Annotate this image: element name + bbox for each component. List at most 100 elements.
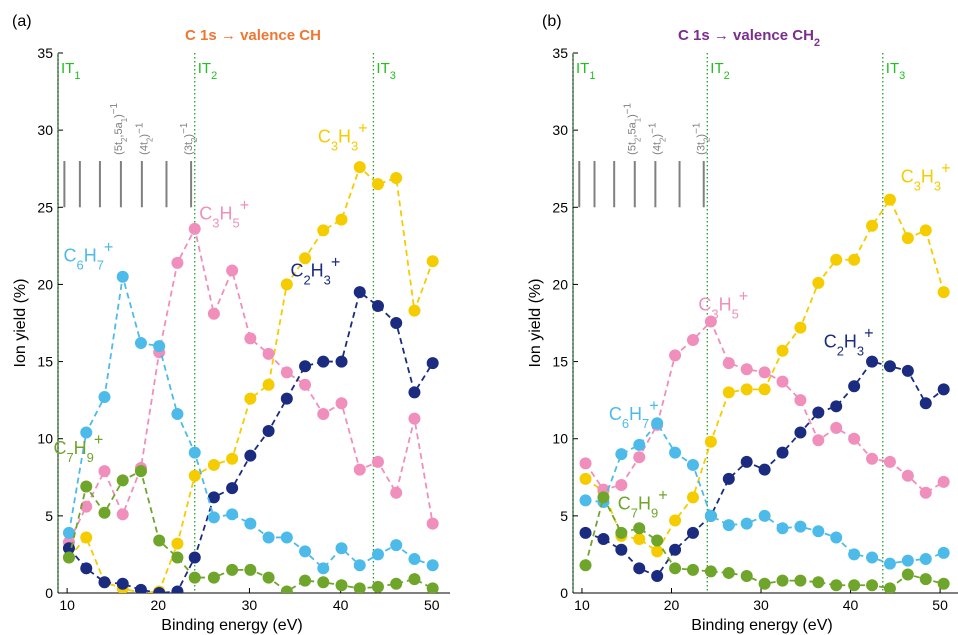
- series-1: [62, 161, 439, 593]
- state-label: (5t2,5a1)−1: [108, 102, 128, 154]
- data-point: [758, 577, 771, 590]
- x-tick-label: 30: [242, 597, 258, 613]
- series-label: C3H3+: [318, 119, 368, 153]
- x-tick-label: 50: [932, 597, 948, 613]
- data-point: [776, 574, 789, 587]
- data-point: [371, 300, 384, 313]
- threshold-label: IT1: [576, 60, 595, 82]
- series-label: C6H7+: [63, 238, 113, 272]
- data-point: [353, 463, 366, 476]
- data-point: [669, 514, 682, 527]
- data-point: [686, 491, 699, 504]
- data-point: [722, 357, 735, 370]
- data-point: [335, 579, 348, 592]
- threshold-label: IT2: [198, 60, 217, 82]
- data-point: [390, 486, 403, 499]
- data-point: [98, 391, 111, 404]
- data-point: [390, 317, 403, 329]
- y-tick-label: 5: [560, 508, 568, 524]
- data-point: [280, 531, 293, 544]
- data-point: [226, 563, 239, 576]
- data-point: [830, 421, 843, 434]
- series-1: [579, 193, 950, 558]
- data-point: [335, 355, 348, 368]
- data-point: [812, 434, 825, 447]
- series-line: [68, 276, 433, 570]
- series-5: [62, 465, 439, 593]
- data-point: [883, 455, 896, 468]
- data-point: [615, 543, 628, 556]
- y-axis-label: Ion yield (%): [527, 279, 544, 368]
- x-tick-label: 20: [664, 597, 680, 613]
- data-point: [188, 446, 201, 459]
- data-point: [848, 432, 861, 445]
- y-tick-label: 20: [552, 276, 568, 292]
- data-point: [244, 563, 257, 576]
- data-point: [244, 517, 257, 530]
- data-point: [579, 559, 592, 572]
- y-tick-label: 25: [37, 199, 53, 215]
- series-line: [68, 165, 434, 593]
- series-5: [579, 491, 950, 593]
- data-point: [262, 571, 275, 584]
- series-label: C7H9+: [618, 487, 668, 520]
- data-point: [408, 304, 421, 317]
- chart-panel-2: 0 5 10 15 20 25 30 35 10 20 30 40 50 Binding energy (…: [527, 13, 958, 634]
- threshold-label: IT3: [886, 60, 905, 82]
- data-point: [207, 307, 220, 320]
- data-point: [848, 380, 861, 393]
- data-point: [317, 576, 330, 589]
- series-label: C3H5+: [698, 288, 748, 322]
- data-point: [188, 222, 201, 235]
- data-point: [371, 455, 384, 468]
- data-point: [98, 465, 111, 478]
- data-point: [848, 253, 861, 266]
- data-point: [262, 425, 275, 437]
- data-point: [866, 452, 879, 465]
- data-point: [262, 531, 275, 544]
- data-point: [615, 526, 628, 539]
- y-tick-label: 30: [37, 122, 53, 138]
- data-point: [669, 562, 682, 575]
- data-point: [299, 545, 312, 558]
- data-point: [740, 570, 753, 583]
- data-point: [188, 551, 201, 564]
- data-point: [207, 511, 220, 524]
- threshold-label: IT1: [61, 60, 80, 82]
- series-label: C2H3+: [290, 254, 340, 288]
- data-point: [153, 534, 166, 547]
- data-point: [615, 448, 628, 461]
- data-point: [371, 580, 384, 593]
- data-point: [919, 397, 932, 410]
- data-point: [207, 571, 220, 584]
- state-label: (3t2)−1: [179, 122, 199, 155]
- data-point: [188, 571, 201, 584]
- data-point: [758, 383, 771, 396]
- data-point: [722, 386, 735, 399]
- data-point: [153, 587, 166, 593]
- data-point: [633, 562, 646, 575]
- data-point: [226, 508, 239, 521]
- data-point: [651, 545, 664, 558]
- data-point: [866, 355, 879, 368]
- y-tick-label: 20: [37, 276, 53, 292]
- data-point: [579, 494, 592, 507]
- data-point: [830, 400, 843, 413]
- data-point: [98, 506, 111, 519]
- data-point: [794, 321, 807, 334]
- data-point: [794, 426, 807, 439]
- data-point: [901, 469, 914, 482]
- data-point: [353, 559, 366, 572]
- data-point: [116, 577, 129, 590]
- data-point: [740, 455, 753, 468]
- y-axis-label: Ion yield (%): [12, 279, 29, 368]
- data-point: [244, 332, 257, 345]
- data-point: [704, 565, 717, 578]
- data-point: [579, 472, 592, 485]
- x-tick-label: 50: [424, 597, 440, 613]
- data-point: [669, 446, 682, 459]
- data-point: [426, 517, 439, 530]
- data-point: [704, 435, 717, 448]
- data-point: [866, 579, 879, 592]
- data-point: [98, 576, 111, 589]
